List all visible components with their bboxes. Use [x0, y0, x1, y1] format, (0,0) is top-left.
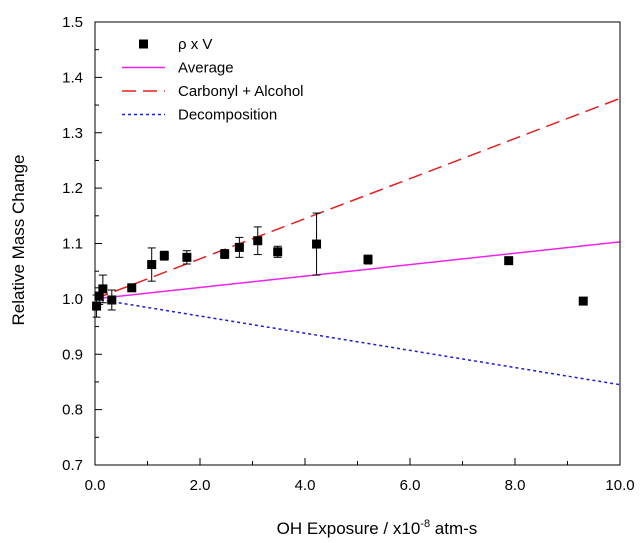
- y-tick-label: 0.7: [62, 457, 83, 474]
- data-point: [253, 236, 263, 246]
- data-point: [578, 296, 588, 306]
- legend-label: Decomposition: [178, 107, 277, 124]
- data-point: [98, 284, 108, 294]
- data-point: [220, 249, 230, 259]
- x-tick-label: 10.0: [605, 477, 634, 494]
- y-tick-label: 1.4: [62, 69, 83, 86]
- legend-marker: [139, 39, 148, 49]
- legend-label: Carbonyl + Alcohol: [178, 83, 304, 100]
- y-tick-label: 0.9: [62, 346, 83, 363]
- y-tick-label: 1.0: [62, 291, 83, 308]
- y-tick-label: 1.5: [62, 14, 83, 31]
- data-point: [504, 256, 514, 266]
- data-point: [107, 295, 117, 305]
- data-point: [312, 239, 322, 249]
- legend: ρ x V Average Carbonyl + Alcohol Decomposit…: [122, 36, 304, 124]
- legend-label: ρ x V: [178, 36, 212, 53]
- x-axis-title: OH Exposure / x10-8 atm-s: [277, 518, 478, 538]
- data-point: [147, 260, 157, 270]
- y-axis-ticks: 0.7 0.8 0.9 1.0 1.1 1.2 1.3 1.4 1.5: [62, 14, 102, 474]
- series-line-2: [94, 97, 621, 300]
- data-point: [363, 255, 373, 265]
- series-line-1: [94, 241, 621, 300]
- data-point: [94, 291, 104, 301]
- data-point: [273, 247, 283, 257]
- data-point: [234, 242, 244, 252]
- data-points: [92, 212, 588, 318]
- x-tick-label: 2.0: [190, 477, 211, 494]
- legend-label: Average: [178, 60, 234, 77]
- data-point: [182, 252, 192, 262]
- x-tick-label: 0.0: [85, 477, 106, 494]
- y-tick-label: 0.8: [62, 402, 83, 419]
- data-point: [127, 283, 137, 293]
- data-point: [159, 251, 169, 261]
- y-tick-label: 1.2: [62, 180, 83, 197]
- y-tick-label: 1.3: [62, 125, 83, 142]
- y-tick-label: 1.1: [62, 236, 83, 253]
- x-tick-label: 8.0: [505, 477, 526, 494]
- data-point: [92, 301, 102, 311]
- y-axis-title: Relative Mass Change: [9, 154, 28, 325]
- x-axis-ticks: 0.0 2.0 4.0 6.0 8.0 10.0: [85, 458, 635, 494]
- series-lines: [94, 97, 621, 386]
- series-line-3: [94, 298, 621, 386]
- x-tick-label: 6.0: [400, 477, 421, 494]
- x-tick-label: 4.0: [295, 477, 316, 494]
